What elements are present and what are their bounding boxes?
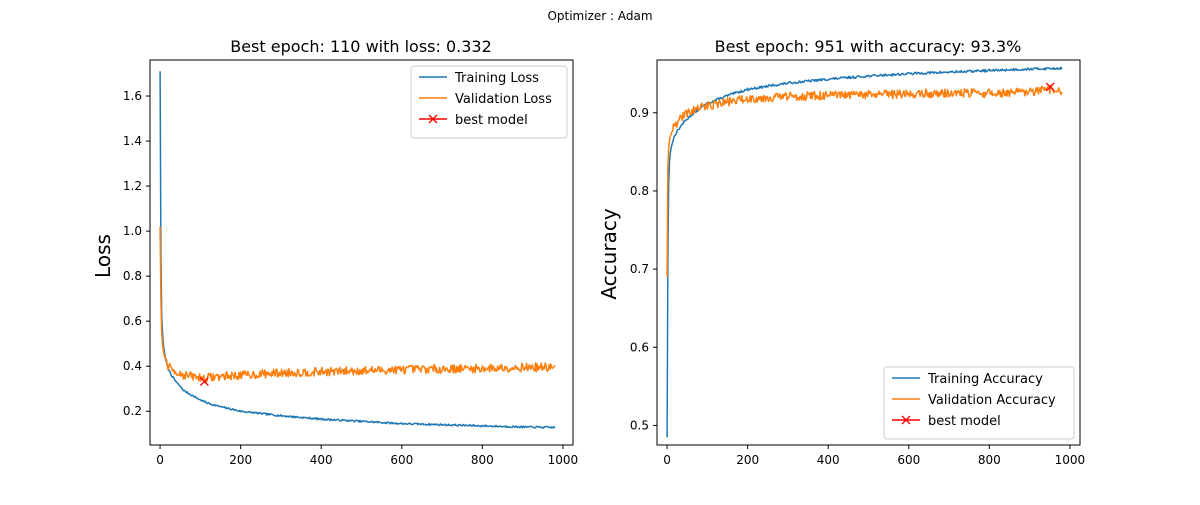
loss-y-axis-label: Loss — [91, 234, 115, 278]
accuracy-legend-box — [883, 366, 1075, 440]
loss-y-tick-label: 1.6 — [123, 89, 142, 103]
loss-plot-area — [159, 71, 556, 429]
accuracy-legend-item: Validation Accuracy — [892, 393, 1056, 408]
loss-y-tick-label: 0.6 — [123, 314, 142, 328]
accuracy-y-tick-label: 0.6 — [630, 340, 649, 354]
loss-series-training-loss — [159, 71, 556, 429]
accuracy-x-tick-label: 0 — [663, 453, 671, 467]
loss-legend: Training Loss Validation Loss best model — [410, 65, 568, 139]
accuracy-x-tick-label: 800 — [978, 453, 1001, 467]
accuracy-series-training-accuracy — [666, 66, 1063, 438]
loss-y-tick-label: 0.8 — [123, 269, 142, 283]
loss-x-tick-label: 600 — [390, 453, 413, 467]
loss-legend-item: Training Loss — [419, 71, 539, 86]
loss-y-tick-label: 1.4 — [123, 134, 142, 148]
loss-x-tick-label: 1000 — [548, 453, 579, 467]
loss-y-tick-label: 0.4 — [123, 359, 142, 373]
accuracy-series-validation-accuracy — [666, 84, 1063, 277]
accuracy-axes-frame — [656, 59, 1081, 446]
loss-chart: Best epoch: 110 with loss: 0.332 Loss 0 2… — [91, 37, 578, 467]
accuracy-legend-label: best model — [928, 414, 1001, 429]
loss-legend-item: Validation Loss — [419, 92, 552, 107]
accuracy-chart-title: Best epoch: 951 with accuracy: 93.3% — [715, 37, 1022, 56]
accuracy-plot-area — [666, 66, 1063, 438]
loss-legend-item: best model — [419, 113, 528, 128]
loss-legend-label: Validation Loss — [455, 92, 552, 107]
accuracy-x-tick-label: 600 — [897, 453, 920, 467]
accuracy-legend-label: Training Accuracy — [927, 372, 1043, 387]
accuracy-y-tick-label: 0.7 — [630, 262, 649, 276]
loss-series-validation-loss — [159, 226, 556, 384]
accuracy-legend-item: best model — [892, 414, 1001, 429]
accuracy-x-tick-label: 400 — [817, 453, 840, 467]
loss-legend-box — [410, 65, 568, 139]
accuracy-legend: Training Accuracy Validation Accuracy best… — [883, 366, 1075, 440]
accuracy-legend-label: Validation Accuracy — [928, 393, 1056, 408]
loss-y-tick-label: 1.0 — [123, 224, 142, 238]
loss-y-tick-label: 1.2 — [123, 179, 142, 193]
loss-x-tick-label: 800 — [471, 453, 494, 467]
loss-x-tick-label: 0 — [156, 453, 164, 467]
accuracy-best-model-marker — [1045, 82, 1055, 92]
loss-legend-label: Training Loss — [454, 71, 539, 86]
accuracy-x-tick-label: 200 — [736, 453, 759, 467]
accuracy-y-axis-label: Accuracy — [597, 208, 621, 299]
accuracy-chart: Best epoch: 951 with accuracy: 93.3% Acc… — [597, 37, 1085, 467]
figure-title: Optimizer : Adam — [547, 9, 652, 23]
loss-x-tick-label: 400 — [310, 453, 333, 467]
loss-y-tick-label: 0.2 — [123, 404, 142, 418]
loss-chart-title: Best epoch: 110 with loss: 0.332 — [230, 37, 492, 56]
accuracy-y-tick-label: 0.9 — [630, 106, 649, 120]
accuracy-y-tick-label: 0.5 — [630, 418, 649, 432]
loss-legend-label: best model — [455, 113, 528, 128]
accuracy-legend-item: Training Accuracy — [892, 372, 1043, 387]
accuracy-y-tick-label: 0.8 — [630, 184, 649, 198]
loss-x-tick-label: 200 — [229, 453, 252, 467]
loss-best-model-marker — [199, 377, 209, 386]
loss-axes-frame — [149, 59, 574, 446]
accuracy-x-tick-label: 1000 — [1055, 453, 1086, 467]
